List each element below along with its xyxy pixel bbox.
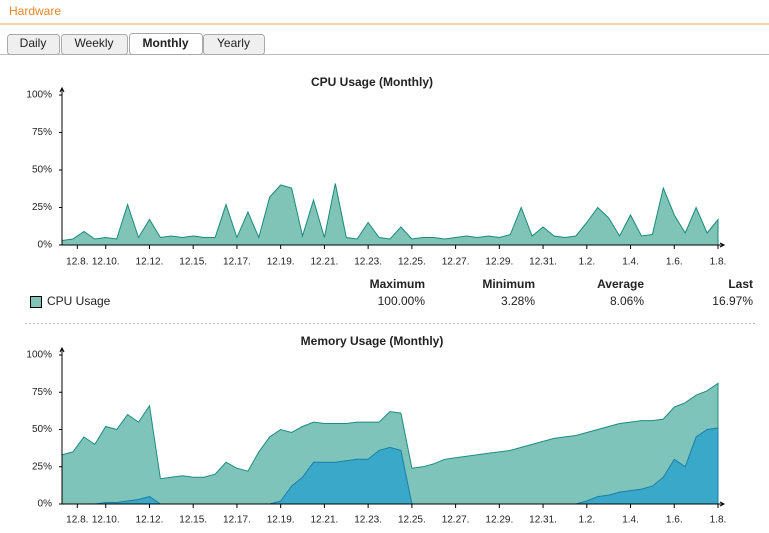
y-tick-label: 0% [38, 240, 53, 251]
x-tick-label: 12.12. [136, 257, 164, 268]
tab[interactable]: Daily [7, 34, 60, 55]
area-series [61, 183, 719, 246]
x-tick-label: 12.23. [354, 515, 382, 526]
legend-swatch [30, 296, 42, 308]
x-axis-arrow [719, 501, 726, 507]
x-tick-label: 12.8. [66, 515, 88, 526]
x-tick-label: 12.17. [223, 257, 251, 268]
x-tick-label: 12.21. [310, 257, 338, 268]
tab-shape [7, 34, 60, 55]
y-tick-label: 25% [32, 202, 52, 213]
legend-value: 8.06% [610, 294, 644, 308]
column-header: Minimum [482, 277, 535, 291]
x-tick-label: 12.23. [354, 257, 382, 268]
column-header: Average [597, 277, 644, 291]
chart: CPU Usage (Monthly) 0% 25% 50% 75% 100% 12.8. 1… [26, 75, 726, 267]
x-tick-label: 1.2. [578, 515, 595, 526]
x-tick-label: 1.4. [622, 257, 639, 268]
y-tick-label: 75% [32, 127, 52, 138]
y-tick-label: 50% [32, 424, 52, 435]
x-tick-label: 12.15. [179, 515, 207, 526]
y-tick-label: 100% [26, 90, 52, 101]
tab-label: Yearly [217, 36, 250, 50]
y-tick-label: 50% [32, 165, 52, 176]
x-tick-label: 12.31. [529, 257, 557, 268]
chart-title: CPU Usage (Monthly) [311, 75, 433, 89]
tab-label: Daily [20, 36, 47, 50]
section-title: Hardware [9, 4, 61, 18]
x-tick-label: 12.15. [179, 257, 207, 268]
y-tick-label: 75% [32, 387, 52, 398]
x-tick-label: 12.29. [485, 257, 513, 268]
x-tick-label: 12.21. [310, 515, 338, 526]
legend-label: CPU Usage [47, 294, 111, 308]
tab-shape [203, 34, 265, 55]
tab-label: Weekly [74, 36, 113, 50]
x-tick-label: 1.6. [666, 515, 683, 526]
x-tick-label: 12.31. [529, 515, 557, 526]
tab[interactable]: Weekly [61, 34, 128, 55]
x-tick-label: 12.27. [442, 257, 470, 268]
x-tick-label: 12.27. [442, 515, 470, 526]
tab[interactable]: Yearly [203, 34, 265, 55]
charts: CPU Usage (Monthly) 0% 25% 50% 75% 100% 12.8. 1… [26, 75, 726, 525]
x-tick-label: 12.25. [398, 257, 426, 268]
x-tick-label: 1.6. [666, 257, 683, 268]
tab-label: Monthly [143, 36, 189, 50]
x-tick-label: 12.17. [223, 515, 251, 526]
x-tick-label: 12.19. [267, 257, 295, 268]
tab-shape [129, 33, 203, 55]
y-tick-label: 0% [38, 499, 53, 510]
x-tick-label: 12.25. [398, 515, 426, 526]
x-tick-label: 12.10. [92, 257, 120, 268]
chart-title: Memory Usage (Monthly) [301, 334, 444, 348]
tab-bar: Daily Weekly Monthly Yearly [7, 33, 265, 55]
column-header: Last [728, 277, 753, 291]
y-tick-label: 100% [26, 350, 52, 361]
legend-value: 16.97% [712, 294, 753, 308]
x-tick-label: 1.8. [710, 515, 727, 526]
legend-table: Maximum Minimum Average Last CPU Usage 100.00… [30, 277, 753, 308]
x-tick-label: 1.8. [710, 257, 727, 268]
chart: Memory Usage (Monthly) 0% 25% 50% 75% 100% 12.… [26, 334, 726, 525]
column-header: Maximum [370, 277, 425, 291]
y-axis-arrow [59, 346, 65, 353]
x-tick-label: 12.10. [92, 515, 120, 526]
x-tick-label: 12.19. [267, 515, 295, 526]
x-tick-label: 1.2. [578, 257, 595, 268]
area-series [61, 382, 719, 505]
x-tick-label: 12.29. [485, 515, 513, 526]
tab-shape [61, 34, 128, 55]
legend-value: 3.28% [501, 294, 535, 308]
tab[interactable]: Monthly [129, 33, 203, 55]
legend-value: 100.00% [378, 294, 426, 308]
x-tick-label: 1.4. [622, 515, 639, 526]
x-tick-label: 12.8. [66, 257, 88, 268]
x-tick-label: 12.12. [136, 515, 164, 526]
y-tick-label: 25% [32, 461, 52, 472]
y-axis-arrow [59, 86, 65, 93]
x-axis-arrow [719, 242, 726, 248]
